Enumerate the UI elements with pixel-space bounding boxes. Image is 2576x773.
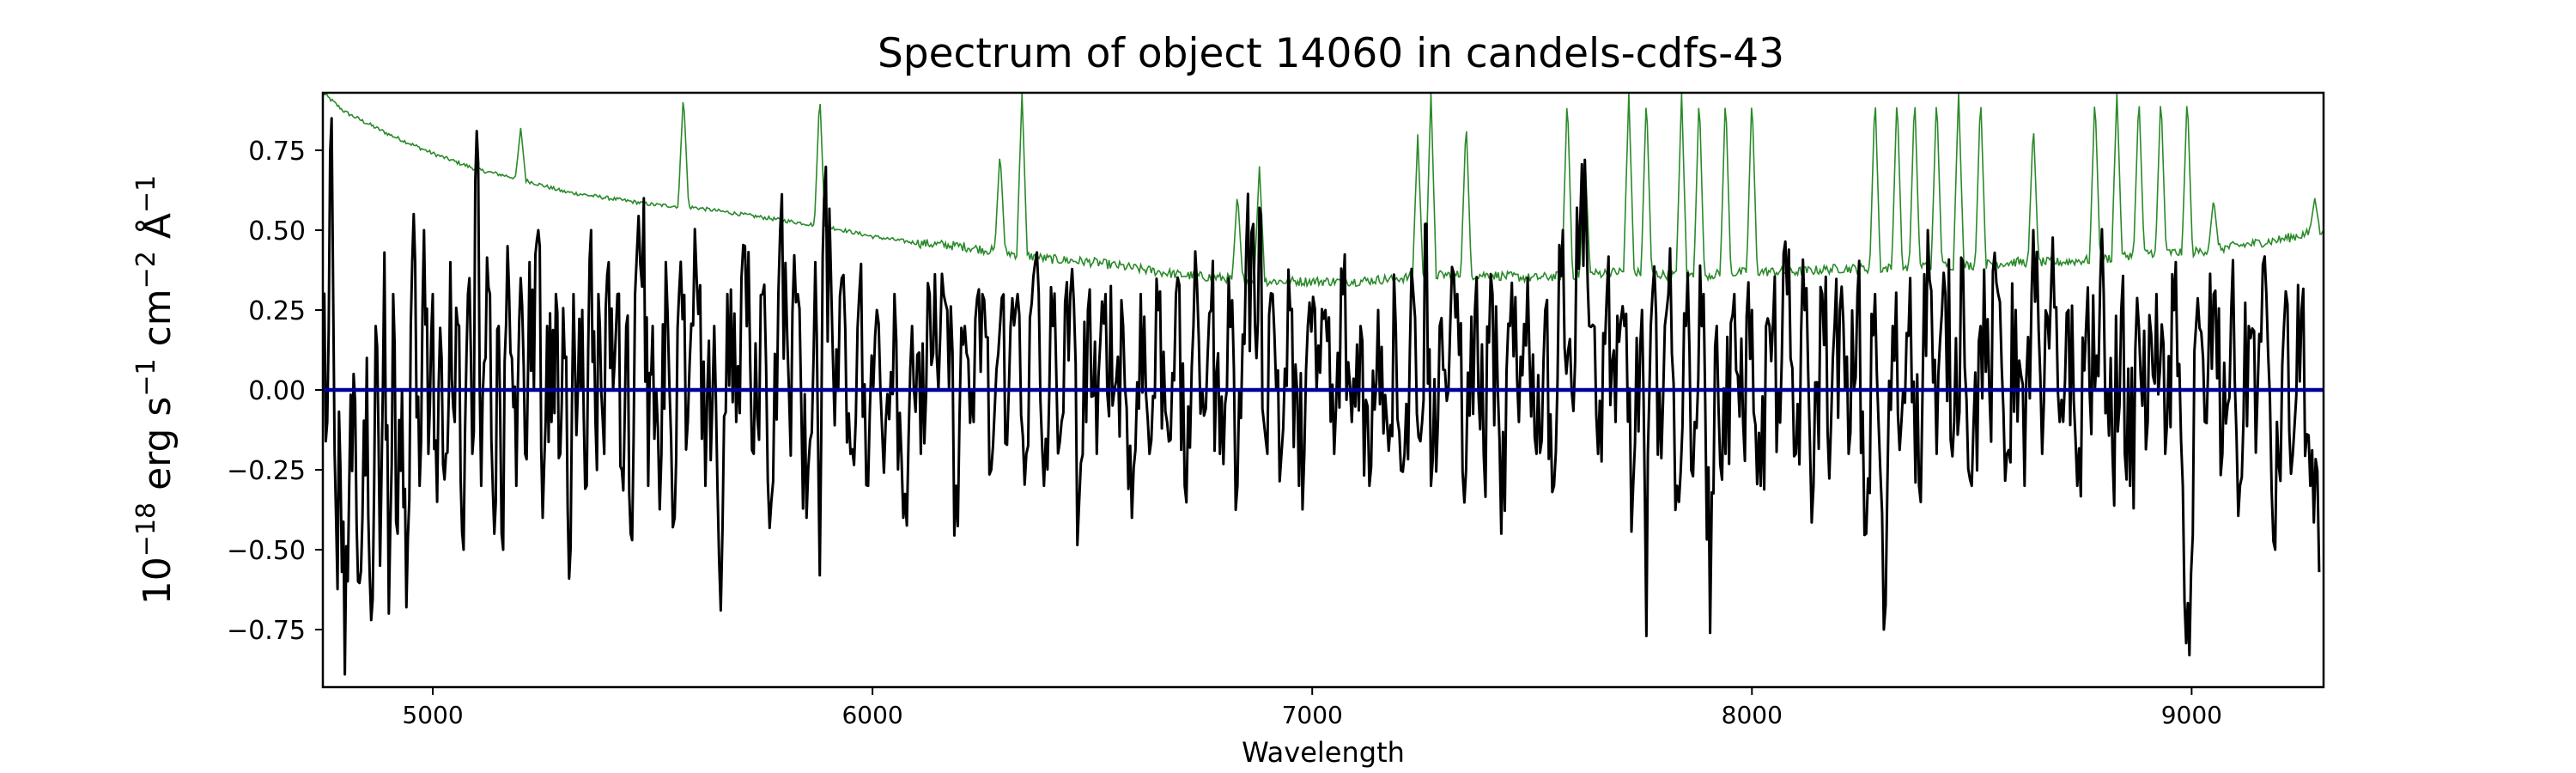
x-axis: 5000 6000 7000 8000 9000 [402,687,2222,729]
error-spectrum-line [323,93,2324,289]
x-tick-label: 6000 [841,701,902,729]
y-tick-label: −0.50 [227,536,306,566]
series-layer [323,93,2324,676]
y-axis-label-exp1: −1 [131,358,161,396]
y-axis-label-unit3: Å [134,213,179,251]
y-tick-label: −0.75 [227,616,306,646]
y-axis: −0.75 −0.50 −0.25 0.00 0.25 0.50 0.75 [227,137,323,646]
y-tick-label: 0.50 [248,216,306,247]
x-tick-label: 5000 [402,701,463,729]
y-axis-label-exp: −18 [131,502,161,557]
x-tick-label: 9000 [2161,701,2222,729]
y-axis-label-unit1: erg s [136,397,179,502]
x-tick-label: 7000 [1282,701,1343,729]
y-axis-label: 10−18 erg s−1 cm−2 Å−1 [131,175,179,605]
x-axis-label: Wavelength [1242,736,1405,769]
y-axis-label-exp3: −1 [131,175,161,213]
y-tick-label: 0.00 [248,376,306,406]
y-axis-label-base: 10 [136,557,179,605]
x-tick-label: 8000 [1722,701,1783,729]
y-axis-label-exp2: −2 [131,251,161,289]
y-axis-label-unit2: cm [136,289,179,358]
y-tick-label: 0.25 [248,296,306,326]
y-tick-label: 0.75 [248,137,306,167]
y-tick-label: −0.25 [227,456,306,486]
flux-spectrum-line [323,117,2321,676]
chart-title: Spectrum of object 14060 in candels-cdfs… [878,30,1784,77]
